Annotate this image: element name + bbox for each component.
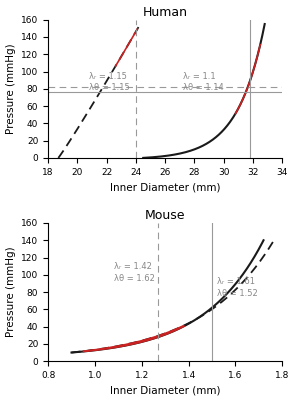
X-axis label: Inner Diameter (mm): Inner Diameter (mm) <box>110 385 220 395</box>
Text: λᵣ = 1.15
λθ = 1.15: λᵣ = 1.15 λθ = 1.15 <box>89 71 130 92</box>
Y-axis label: Pressure (mmHg): Pressure (mmHg) <box>6 43 16 134</box>
Title: Mouse: Mouse <box>145 209 186 222</box>
Text: λᵣ = 1.42
λθ = 1.62: λᵣ = 1.42 λθ = 1.62 <box>114 262 155 283</box>
Y-axis label: Pressure (mmHg): Pressure (mmHg) <box>6 247 16 337</box>
Title: Human: Human <box>143 6 188 18</box>
Text: λᵣ = 1.1
λθ = 1.14: λᵣ = 1.1 λθ = 1.14 <box>183 71 224 92</box>
Text: λᵣ = 1.61
λθ = 1.52: λᵣ = 1.61 λθ = 1.52 <box>217 277 258 298</box>
X-axis label: Inner Diameter (mm): Inner Diameter (mm) <box>110 182 220 192</box>
